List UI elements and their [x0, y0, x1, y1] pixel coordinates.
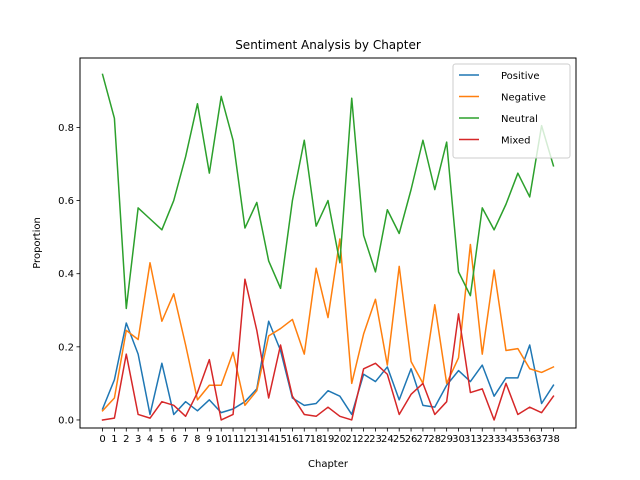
x-tick-label: 21	[345, 434, 358, 445]
x-tick-label: 6	[171, 434, 177, 445]
x-tick-label: 3	[135, 434, 141, 445]
x-tick-label: 37	[535, 434, 548, 445]
y-tick-label: 0.4	[58, 269, 74, 280]
x-tick-label: 10	[215, 434, 228, 445]
x-tick-label: 31	[464, 434, 477, 445]
y-tick-label: 0.2	[58, 342, 74, 353]
x-tick-label: 18	[310, 434, 323, 445]
legend: Positive Negative Neutral Mixed	[452, 63, 571, 159]
x-tick-label: 7	[182, 434, 188, 445]
x-tick-label: 5	[159, 434, 165, 445]
x-tick-label: 36	[523, 434, 536, 445]
x-tick-label: 0	[99, 434, 105, 445]
x-tick-label: 23	[369, 434, 382, 445]
series-line-mixed	[101, 278, 555, 421]
x-tick-label: 19	[322, 434, 335, 445]
x-tick-label: 12	[239, 434, 252, 445]
y-axis-label: Proportion	[32, 217, 43, 269]
x-tick-label: 25	[393, 434, 406, 445]
plot-frame	[79, 57, 577, 429]
x-tick-label: 17	[298, 434, 311, 445]
chart-title: Sentiment Analysis by Chapter	[235, 38, 421, 52]
x-tick-label: 27	[417, 434, 430, 445]
x-tick-label: 26	[405, 434, 418, 445]
x-tick-label: 24	[381, 434, 394, 445]
x-tick-label: 1	[111, 434, 117, 445]
x-tick-label: 15	[274, 434, 287, 445]
plot-area	[101, 73, 555, 421]
legend-label-positive: Positive	[501, 71, 540, 82]
x-axis-label: Chapter	[308, 459, 349, 470]
legend-label-neutral: Neutral	[501, 114, 538, 125]
x-tick-label: 29	[440, 434, 453, 445]
x-tick-label: 22	[357, 434, 370, 445]
y-tick-label: 0.8	[58, 123, 74, 134]
y-axis: 0.0 0.2 0.4 0.6 0.8	[58, 123, 80, 426]
x-tick-label: 2	[123, 434, 129, 445]
y-tick-label: 0.6	[58, 196, 74, 207]
x-tick-label: 32	[476, 434, 489, 445]
x-axis: 0 1 2 3 4 5 6 7 8 9 10 11 12 13 14 15 16 17 18 19 20 21 22 23 24…	[99, 428, 560, 445]
x-tick-label: 20	[333, 434, 346, 445]
x-tick-label: 34	[500, 434, 513, 445]
x-tick-label: 35	[511, 434, 524, 445]
x-tick-label: 9	[206, 434, 212, 445]
series-line-positive	[101, 320, 555, 416]
x-tick-label: 33	[488, 434, 501, 445]
series-line-negative	[101, 238, 555, 412]
legend-label-mixed: Mixed	[501, 136, 531, 147]
x-tick-label: 14	[262, 434, 275, 445]
series-line-neutral	[101, 73, 555, 310]
legend-label-negative: Negative	[501, 93, 546, 104]
x-tick-label: 8	[194, 434, 200, 445]
y-tick-label: 0.0	[58, 415, 74, 426]
legend-box	[452, 63, 571, 159]
x-tick-label: 38	[547, 434, 560, 445]
x-tick-label: 28	[428, 434, 441, 445]
x-tick-label: 30	[452, 434, 465, 445]
x-tick-label: 16	[286, 434, 299, 445]
x-tick-label: 11	[227, 434, 240, 445]
x-tick-label: 13	[250, 434, 263, 445]
x-tick-label: 4	[147, 434, 153, 445]
